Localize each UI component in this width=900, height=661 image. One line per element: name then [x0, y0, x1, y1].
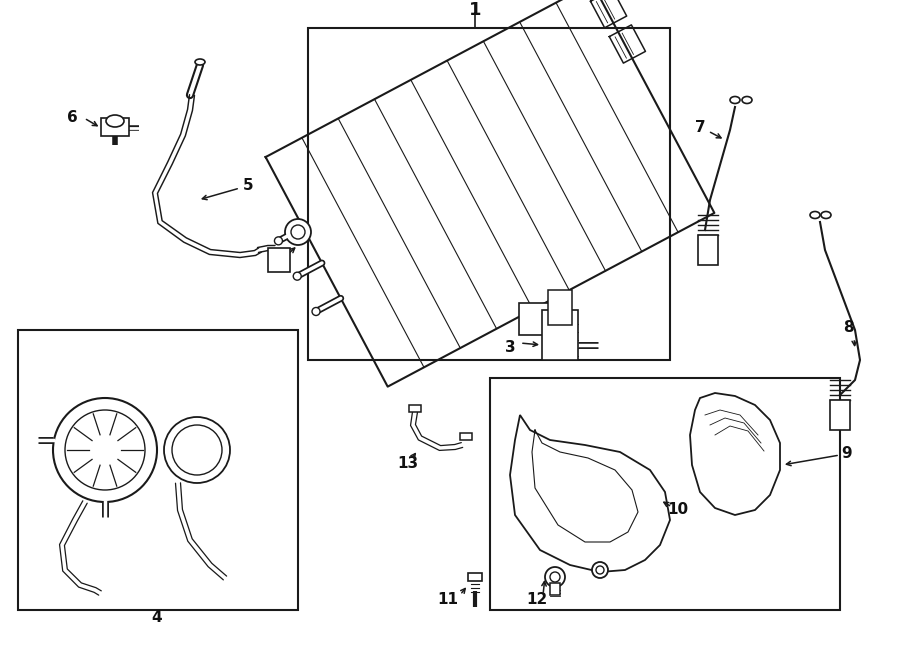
- Bar: [18, 330, 298, 610]
- Ellipse shape: [742, 97, 752, 104]
- Ellipse shape: [821, 212, 831, 219]
- Circle shape: [545, 567, 565, 587]
- Bar: [468, 573, 482, 581]
- Circle shape: [285, 219, 311, 245]
- Polygon shape: [510, 415, 670, 572]
- Ellipse shape: [730, 97, 740, 104]
- Bar: [548, 290, 572, 325]
- Text: 3: 3: [505, 340, 516, 356]
- Circle shape: [172, 425, 222, 475]
- Bar: [542, 310, 578, 360]
- Bar: [268, 248, 290, 272]
- Text: 12: 12: [526, 592, 547, 607]
- Bar: [409, 405, 421, 412]
- Text: 13: 13: [398, 457, 418, 471]
- Text: 8: 8: [842, 321, 853, 336]
- Text: 5: 5: [243, 178, 253, 192]
- Ellipse shape: [195, 59, 205, 65]
- Text: 2: 2: [280, 254, 291, 270]
- Text: 6: 6: [67, 110, 77, 126]
- Circle shape: [293, 272, 302, 280]
- Circle shape: [274, 237, 283, 245]
- Bar: [519, 303, 549, 334]
- Bar: [308, 28, 670, 360]
- Circle shape: [65, 410, 145, 490]
- Circle shape: [550, 572, 560, 582]
- Bar: [490, 378, 840, 610]
- Text: 10: 10: [668, 502, 688, 518]
- Polygon shape: [690, 393, 780, 515]
- Text: 11: 11: [437, 592, 458, 607]
- Ellipse shape: [106, 115, 124, 127]
- Circle shape: [592, 562, 608, 578]
- Text: 9: 9: [842, 446, 852, 461]
- Text: 4: 4: [152, 611, 162, 625]
- Text: 7: 7: [695, 120, 706, 136]
- Text: 1: 1: [469, 1, 482, 19]
- Bar: [460, 433, 472, 440]
- Circle shape: [53, 398, 157, 502]
- Bar: [698, 235, 718, 265]
- Circle shape: [312, 307, 320, 315]
- Bar: [550, 583, 560, 595]
- Circle shape: [596, 566, 604, 574]
- Ellipse shape: [810, 212, 820, 219]
- Circle shape: [164, 417, 230, 483]
- Bar: [101, 118, 129, 136]
- Bar: [830, 400, 850, 430]
- Circle shape: [291, 225, 305, 239]
